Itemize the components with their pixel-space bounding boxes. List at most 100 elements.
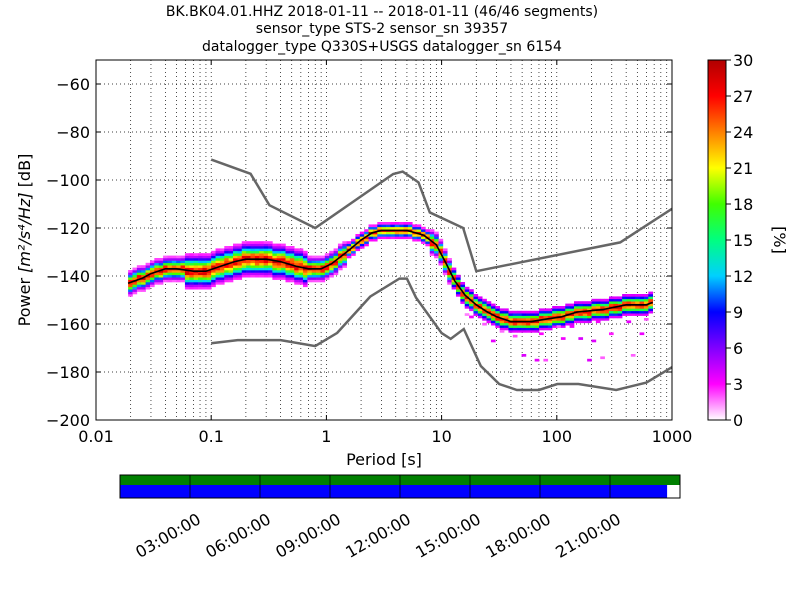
pdf-cell — [215, 255, 221, 259]
pdf-cell — [167, 279, 173, 283]
pdf-cell — [622, 301, 627, 304]
pdf-cell — [167, 260, 173, 264]
pdf-cell — [250, 255, 256, 259]
pdf-cell — [198, 267, 203, 271]
pdf-cell — [302, 272, 308, 276]
pdf-cell — [377, 236, 382, 240]
pdf-cell — [233, 272, 238, 276]
pdf-cell — [154, 258, 160, 261]
chart-title: BK.BK04.01.HHZ 2018-01-11 -- 2018-01-11 … — [166, 4, 598, 55]
pdf-cell — [547, 313, 553, 316]
pdf-cell — [176, 277, 181, 280]
colorbar-ticks: 0 3 6 9 12 15 18 21 24 27 30 — [726, 51, 753, 430]
pdf-cell — [145, 282, 151, 285]
pdf-cell — [425, 238, 431, 242]
pdf-cell — [211, 284, 216, 288]
pdf-cell — [237, 253, 243, 256]
pdf-cell — [372, 224, 378, 228]
pdf-cell — [635, 306, 640, 309]
pdf-cell — [268, 272, 273, 276]
pdf-cell — [504, 310, 509, 314]
pdf-cell — [224, 270, 229, 273]
pdf-cell-outlier — [490, 339, 496, 343]
pdf-cell — [285, 250, 291, 254]
pdf-cell — [416, 224, 422, 228]
pdf-cell — [543, 325, 549, 328]
pdf-cell — [180, 260, 186, 264]
pdf-cell — [578, 306, 584, 309]
pdf-cell — [311, 262, 317, 266]
pdf-cell — [254, 246, 260, 249]
pdf-cell — [477, 301, 483, 304]
pdf-cell — [211, 250, 216, 254]
pdf-cell — [421, 238, 426, 242]
pdf-cell — [359, 231, 365, 235]
pdf-cell — [263, 253, 269, 256]
pdf-cell — [504, 325, 509, 328]
pdf-cell — [442, 262, 448, 266]
pdf-cell — [316, 279, 321, 283]
pdf-cell — [254, 260, 260, 264]
pdf-cell — [569, 320, 575, 324]
pdf-cell — [552, 318, 557, 321]
pdf-cell — [206, 253, 212, 256]
pdf-cell — [490, 318, 496, 321]
pdf-cell — [202, 282, 208, 285]
pdf-cell — [276, 270, 282, 273]
pdf-cell — [560, 320, 566, 324]
pdf-cell — [342, 241, 347, 244]
pdf-cell — [608, 301, 614, 304]
pdf-cell — [268, 260, 273, 264]
pdf-cell — [438, 238, 444, 242]
pdf-cell — [268, 265, 273, 268]
pdf-cell — [171, 255, 177, 259]
pdf-cell — [211, 274, 216, 278]
pdf-cell — [587, 301, 592, 304]
pdf-cell — [552, 320, 557, 324]
pdf-cell — [342, 262, 347, 266]
pdf-cell — [276, 277, 282, 280]
pdf-cell — [587, 306, 592, 309]
title-line-2: sensor_type STS-2 sensor_sn 39357 — [256, 21, 508, 37]
pdf-cell — [320, 267, 326, 271]
y-tick-label: −120 — [46, 219, 90, 238]
pdf-cell — [591, 301, 597, 304]
pdf-cell — [337, 260, 343, 264]
pdf-cell — [281, 255, 286, 259]
pdf-cell — [189, 262, 194, 266]
pdf-cell — [582, 313, 588, 316]
pdf-cell — [504, 313, 509, 316]
pdf-cell — [211, 277, 216, 280]
pdf-cell — [451, 270, 457, 273]
pdf-cell — [302, 253, 308, 256]
pdf-cell — [250, 246, 256, 249]
pdf-cell — [521, 325, 527, 328]
pdf-cell — [508, 315, 514, 319]
pdf-cell — [434, 241, 439, 244]
pdf-cell — [141, 284, 146, 288]
pdf-cell — [176, 262, 181, 266]
pdf-cell — [569, 306, 575, 309]
pdf-cell-outlier — [482, 322, 487, 326]
pdf-cell — [600, 318, 605, 321]
pdf-cell — [600, 313, 605, 316]
pdf-cell — [442, 248, 448, 252]
pdf-cell — [189, 253, 194, 256]
pdf-cell — [171, 270, 177, 273]
pdf-cell — [421, 229, 426, 232]
pdf-cell — [302, 260, 308, 264]
pdf-cell — [355, 246, 361, 249]
pdf-cell — [276, 267, 282, 271]
pdf-cell — [508, 322, 514, 326]
colorbar — [707, 59, 727, 421]
pdf-cell — [386, 231, 391, 235]
pdf-cell — [202, 272, 208, 276]
pdf-cell — [530, 330, 535, 333]
pdf-cell — [399, 231, 404, 235]
pdf-cell — [268, 267, 273, 271]
pdf-cell — [525, 322, 531, 326]
colorbar-tick-label: 15 — [733, 231, 753, 250]
pdf-cell — [552, 310, 557, 314]
pdf-cell — [307, 258, 313, 261]
availability-time-label: 03:00:00 — [132, 509, 204, 561]
